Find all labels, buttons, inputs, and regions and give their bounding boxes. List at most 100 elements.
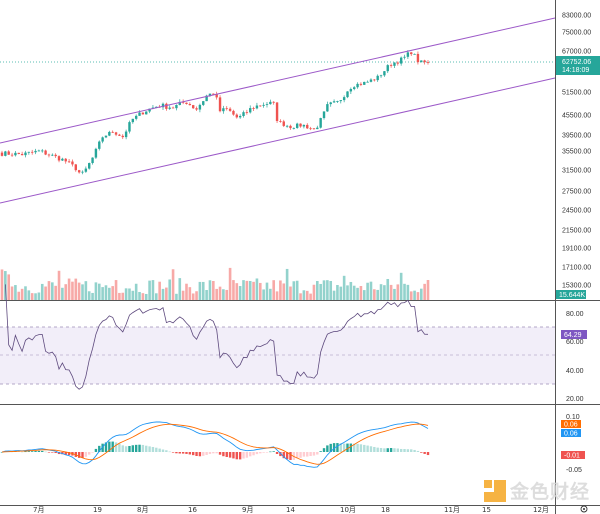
histogram-bar [413,449,416,452]
volume-bar [265,282,269,300]
histogram-bar [336,443,339,452]
volume-bar [181,290,185,300]
histogram-bar [420,452,423,453]
histogram-bar [285,452,289,460]
histogram-bar [158,448,161,452]
histogram-bar [396,448,400,452]
histogram-bar [47,452,51,453]
histogram-bar [292,452,296,460]
volume-bar [84,281,88,300]
candle-body [285,125,289,127]
histogram-bar [346,443,349,452]
volume-bar [282,283,286,300]
price-tick: 15300.00 [562,283,591,290]
volume-bar [346,285,349,300]
x-tick: 7月 [33,506,44,514]
volume-bar [416,292,420,300]
histogram-bar [369,446,373,452]
candle-body [376,75,379,81]
histogram-bar [366,445,369,452]
candle-body [238,115,242,118]
volume-bar [71,281,74,300]
histogram-bar [191,452,195,456]
histogram-bar [215,452,218,454]
histogram-bar [393,448,396,452]
candle-body [57,156,61,161]
candle-body [329,102,332,105]
price-tick: 21500.00 [562,228,591,235]
histogram-bar [279,452,282,457]
rsi-tick: 40.00 [566,368,584,375]
histogram-bar [81,452,84,458]
watermark-text: 金色财经 [509,481,590,503]
last-price-value: 62752.06 [562,59,591,66]
histogram-bar [168,451,171,453]
volume-bar [144,293,148,300]
volume-bar [319,283,322,300]
histogram-bar [363,444,366,452]
rsi-tick: 80.00 [566,311,584,318]
histogram-bar [265,452,269,453]
histogram-bar [322,448,326,452]
price-tick: 35500.00 [562,149,591,156]
volume-bar [272,280,276,300]
histogram-bar [410,449,413,452]
volume-bar [419,288,423,300]
volume-bar [77,282,81,300]
volume-bar [81,284,84,300]
volume-bar [352,285,356,300]
x-tick: 19 [93,506,102,514]
histogram-bar [88,452,91,455]
volume-bar [232,280,235,300]
volume-bar [258,282,262,300]
candle-body [275,102,279,122]
volume-bar [118,292,121,300]
candle-body [191,105,195,109]
candle-body [77,170,81,173]
volume-bar [329,280,333,300]
histogram-bar [108,441,111,452]
histogram-bar [329,443,332,452]
candle-body [383,71,386,76]
volume-bar [148,280,151,300]
x-tick: 12月 [533,506,549,514]
candle-body [399,57,403,64]
volume-bar [295,280,299,300]
candle-body [272,101,275,103]
candle-body [299,123,302,127]
candle-body [205,95,208,102]
candle-body [359,83,363,85]
histogram-bar [51,452,54,453]
histogram-bar [319,451,322,452]
volume-bar [57,270,61,300]
candle-body [386,65,389,72]
time-axis[interactable]: 7月 19 8月 16 9月 14 10月 18 11月 15 12月 [33,506,549,514]
macd-histogram [0,441,430,460]
signal-value-badge [561,420,581,428]
candle-body [295,123,299,128]
channel-upper-line[interactable] [0,17,556,144]
histogram-bar [0,452,4,453]
channel-lower-line[interactable] [0,77,556,204]
candle-body [138,112,141,116]
candle-body [17,152,20,154]
candle-body [396,62,400,64]
candle-body [262,104,265,106]
volume-bar [178,278,182,300]
volume-bar [168,279,172,300]
candle-body [101,137,104,142]
histogram-bar [386,448,389,452]
candlesticks [0,50,430,175]
volume-bar [238,286,242,300]
candle-body [208,93,212,96]
volume-bar [205,290,208,300]
candle-body [255,105,259,109]
gear-icon[interactable] [580,505,588,513]
candle-body [74,164,77,171]
volume-bar [279,280,282,300]
candle-body [353,87,356,90]
histogram-bar [165,450,168,452]
volume-bar [393,288,396,300]
candle-body [51,154,54,156]
